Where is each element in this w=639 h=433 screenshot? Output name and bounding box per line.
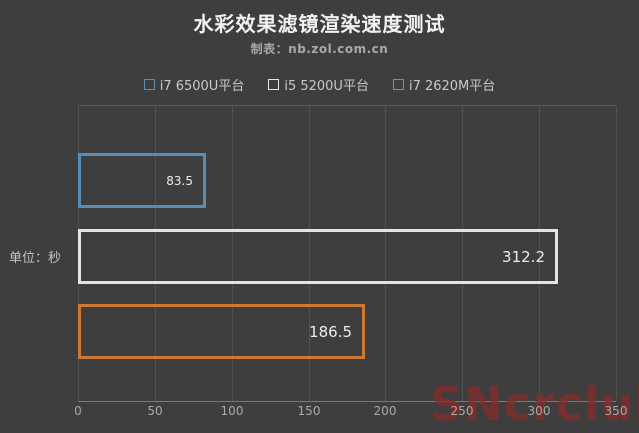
x-tick-label: 200 [373,404,397,418]
x-tick-label: 50 [147,404,163,418]
bar-i5-5200u平台: 312.2 [78,229,558,284]
plot-area: 83.5 312.2 186.5 [78,105,617,402]
gridline [462,106,463,401]
gridline [385,106,386,401]
gridline [616,106,617,401]
legend-label: i5 5200U平台 [284,79,369,94]
x-tick-label: 350 [604,404,628,418]
gridline [232,106,233,401]
x-tick-label: 100 [220,404,244,418]
chart-subtitle: 制表：nb.zol.com.cn [250,42,389,56]
chart-title: 水彩效果滤镜渲染速度测试 [193,12,446,36]
legend-item: i7 6500U平台 [143,75,245,94]
legend-item: i5 5200U平台 [268,75,369,94]
legend-swatch-icon [392,79,404,90]
legend-item: i7 2620M平台 [392,75,496,94]
watermark: SNcrclub [430,377,639,431]
bar-i7-2620m平台: 186.5 [78,304,365,359]
legend-label: i7 6500U平台 [159,79,245,94]
legend-swatch-icon [143,79,155,90]
legend: i7 6500U平台 i5 5200U平台 i7 2620M平台 [0,75,639,94]
bar-value-label: 83.5 [166,173,193,188]
bar-i7-6500u平台: 83.5 [78,153,206,208]
x-axis: 0 50 100 150 200 250 300 350 [74,404,627,424]
bar-value-label: 186.5 [309,322,352,341]
x-tick-label: 150 [297,404,321,418]
x-tick-label: 0 [74,404,82,418]
bar-value-label: 312.2 [502,247,545,266]
gridline [155,106,156,401]
x-tick-label: 250 [450,404,474,418]
y-axis-unit-label: 单位：秒 [9,251,62,266]
x-tick-label: 300 [527,404,551,418]
legend-swatch-icon [268,79,280,90]
legend-label: i7 2620M平台 [408,79,496,94]
gridline [539,106,540,401]
gridline [309,106,310,401]
